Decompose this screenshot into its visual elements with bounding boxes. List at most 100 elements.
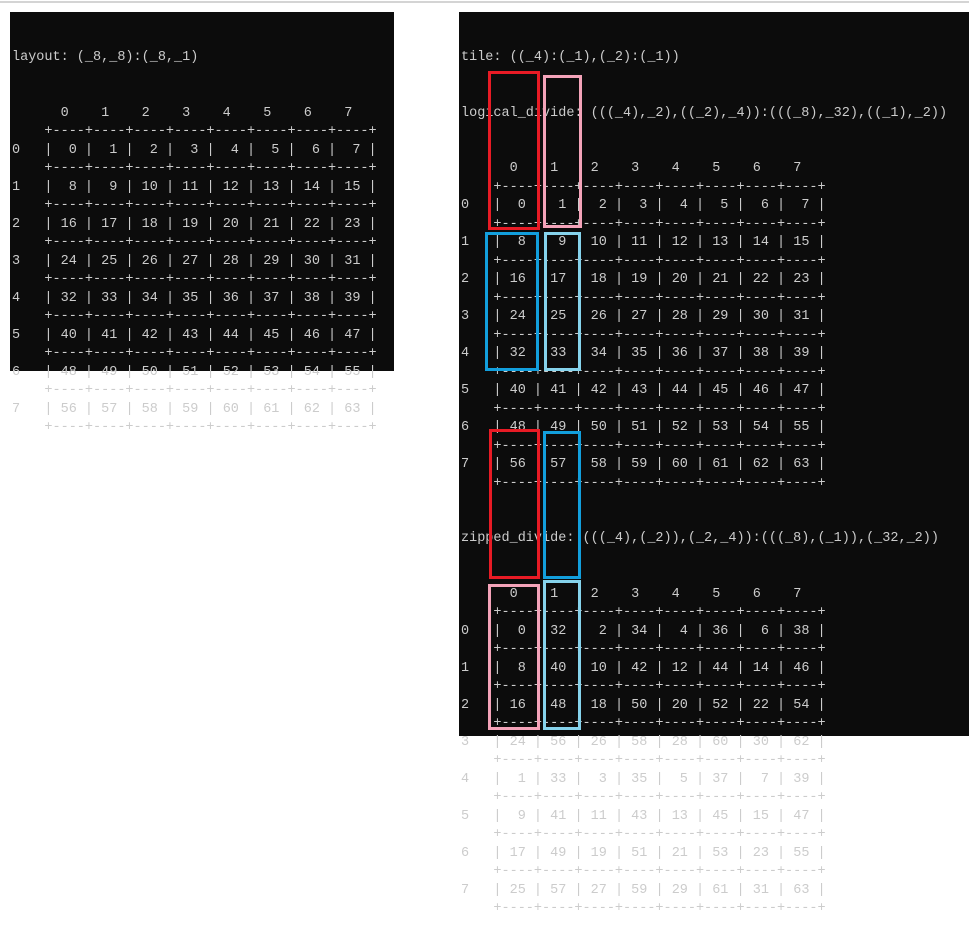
- logical-highlight-pink: [543, 75, 582, 228]
- table-cell: 9: [509, 808, 526, 824]
- table-cell: 16: [509, 272, 526, 287]
- row-header: 6: [461, 420, 470, 435]
- row-separator: +----+----+----+----+----+----+----+----…: [461, 290, 826, 306]
- table-cell: 54: [752, 420, 769, 435]
- row-separator: +----+----+----+----+----+----+----+----…: [461, 790, 826, 805]
- table-cell: 56: [60, 401, 77, 417]
- table-cell: 32: [550, 623, 567, 639]
- column-header: 2: [590, 586, 599, 602]
- row-separator: +----+----+----+----+----+----+----+----…: [461, 438, 826, 454]
- table-row: 6 | 48 | 49 | 50 | 51 | 52 | 53 | 54 | 5…: [12, 364, 377, 380]
- row-header: 3: [461, 734, 470, 750]
- table-cell: 63: [344, 401, 361, 417]
- table-cell: 2: [141, 142, 158, 158]
- table-cell: 43: [631, 808, 648, 824]
- row-separator: +----+----+----+----+----+----+----+----…: [461, 179, 826, 195]
- table-cell: 3: [631, 198, 648, 213]
- table-cell: 35: [631, 346, 648, 361]
- table-cell: 10: [590, 660, 607, 676]
- table-cell: 0: [509, 623, 526, 639]
- column-header: 6: [752, 586, 761, 602]
- table-cell: 2: [590, 623, 607, 639]
- table-cell: 4: [671, 198, 688, 213]
- table-cell: 19: [182, 216, 199, 232]
- table-cell: 58: [141, 401, 158, 417]
- table-cell: 44: [712, 660, 729, 676]
- column-headers: 0 1 2 3 4 5 6 7: [461, 160, 969, 179]
- table-cell: 7: [752, 771, 769, 787]
- table-cell: 33: [101, 290, 118, 306]
- row-header: 7: [12, 401, 21, 417]
- table-cell: 49: [101, 364, 118, 380]
- row-header: 2: [12, 216, 21, 232]
- column-header: 0: [509, 161, 518, 176]
- table-cell: 34: [590, 346, 607, 361]
- table-cell: 58: [631, 734, 648, 750]
- table-cell: 3: [182, 142, 199, 158]
- table-cell: 47: [793, 383, 810, 398]
- table-cell: 28: [222, 253, 239, 269]
- table-cell: 63: [793, 882, 810, 898]
- row-separator: +----+----+----+----+----+----+----+----…: [461, 605, 826, 620]
- table-cell: 29: [671, 882, 688, 898]
- logical-highlight-red: [488, 71, 540, 230]
- column-header: 1: [550, 161, 559, 176]
- table-cell: 7: [793, 198, 810, 213]
- zipped-highlight-pink: [488, 584, 540, 730]
- row-separator: +----+----+----+----+----+----+----+----…: [461, 401, 826, 417]
- table-cell: 27: [182, 253, 199, 269]
- table-cell: 53: [712, 420, 729, 435]
- row-separator: +----+----+----+----+----+----+----+----…: [461, 864, 826, 879]
- table-cell: 20: [671, 697, 688, 713]
- table-cell: 52: [222, 364, 239, 380]
- logical-highlight-light-blue: [544, 232, 581, 371]
- table-cell: 24: [509, 734, 526, 750]
- table-cell: 38: [303, 290, 320, 306]
- table-cell: 55: [793, 420, 810, 435]
- table-cell: 47: [793, 808, 810, 824]
- column-header: 7: [344, 105, 353, 121]
- table-cell: 6: [303, 142, 320, 158]
- table-cell: 15: [793, 235, 810, 250]
- row-separator: +----+----+----+----+----+----+----+----…: [12, 346, 377, 361]
- table-cell: 16: [60, 216, 77, 232]
- row-separator: +----+----+----+----+----+----+----+----…: [12, 383, 377, 398]
- table-row: 4 | 32 | 33 | 34 | 35 | 36 | 37 | 38 | 3…: [12, 290, 377, 306]
- table-cell: 24: [60, 253, 77, 269]
- table-cell: 51: [631, 845, 648, 861]
- row-header: 1: [461, 660, 470, 676]
- column-headers: 0 1 2 3 4 5 6 7: [461, 586, 969, 605]
- table-cell: 39: [793, 346, 810, 361]
- row-header: 5: [12, 327, 21, 343]
- row-separator: +----+----+----+----+----+----+----+----…: [461, 642, 826, 657]
- table-cell: 13: [671, 808, 688, 824]
- table-cell: 14: [752, 660, 769, 676]
- zipped-highlight-blue: [543, 431, 581, 579]
- table-row: 5 | 40 | 41 | 42 | 43 | 44 | 45 | 46 | 4…: [12, 327, 377, 343]
- table-cell: 48: [550, 697, 567, 713]
- row-header: 0: [461, 623, 470, 639]
- row-header: 5: [461, 808, 470, 824]
- row-separator: +----+----+----+----+----+----+----+----…: [12, 198, 377, 213]
- row-header: 7: [461, 457, 470, 472]
- table-cell: 47: [344, 327, 361, 343]
- table-row: 0 | 0 | 1 | 2 | 3 | 4 | 5 | 6 | 7 |: [12, 142, 377, 158]
- table-cell: 58: [590, 457, 607, 472]
- column-header: 5: [712, 586, 721, 602]
- table-cell: 61: [263, 401, 280, 417]
- table-cell: 4: [222, 142, 239, 158]
- table-cell: 37: [712, 346, 729, 361]
- column-header: 2: [141, 105, 150, 121]
- table-cell: 6: [752, 623, 769, 639]
- table-cell: 43: [631, 383, 648, 398]
- table-cell: 35: [631, 771, 648, 787]
- table-cell: 36: [671, 346, 688, 361]
- table-cell: 41: [550, 383, 567, 398]
- row-separator: +----+----+----+----+----+----+----+----…: [12, 124, 377, 139]
- row-header: 3: [12, 253, 21, 269]
- table-cell: 50: [141, 364, 158, 380]
- table-row: 3 | 24 | 56 | 26 | 58 | 28 | 60 | 30 | 6…: [461, 734, 826, 750]
- table-row: 3 | 24 | 25 | 26 | 27 | 28 | 29 | 30 | 3…: [12, 253, 377, 269]
- table-cell: 5: [263, 142, 280, 158]
- column-header: 1: [101, 105, 110, 121]
